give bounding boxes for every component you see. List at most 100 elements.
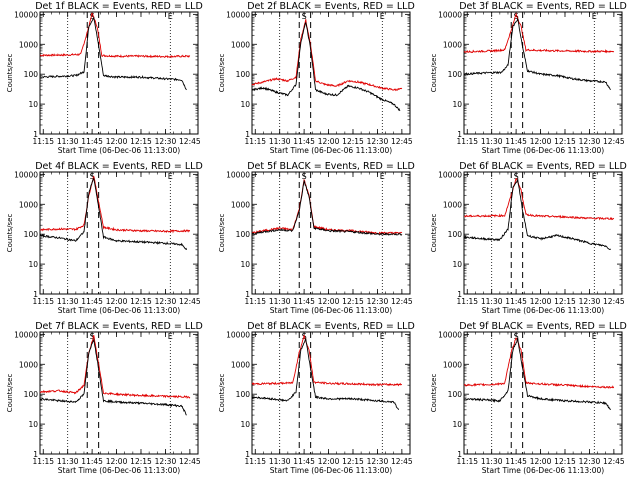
- panel-det-4: Det 4f BLACK = Events, RED = LLD 1 10 100 10…: [6, 161, 203, 315]
- x-axis-label: Start Time (06-Dec-06 11:13:00): [58, 306, 180, 315]
- panel-det-6: Det 6f BLACK = Events, RED = LLD 1 10 100 10…: [430, 161, 627, 315]
- y-axis-label: Counts/sec: [218, 54, 226, 93]
- plot-frame: [463, 331, 623, 455]
- y-tick-label: 1: [33, 130, 38, 139]
- x-tick-label: 11:30: [481, 137, 503, 146]
- x-tick-label: 12:15: [130, 137, 152, 146]
- y-tick-label: 1: [245, 450, 250, 459]
- x-tick-label: 12:00: [318, 297, 340, 306]
- plot-frame: [39, 171, 199, 295]
- x-tick-label: 12:30: [155, 297, 177, 306]
- end-marker: E: [168, 12, 173, 21]
- x-tick-label: 11:30: [57, 137, 79, 146]
- y-tick-label: 100: [448, 230, 463, 239]
- x-tick-label: 11:15: [456, 457, 478, 466]
- y-axis-label: Counts/sec: [430, 374, 438, 413]
- panel-det-3: Det 3f BLACK = Events, RED = LLD 1 10 100 10…: [430, 1, 627, 155]
- x-axis-label: Start Time (06-Dec-06 11:13:00): [270, 146, 392, 155]
- x-tick-label: 12:15: [342, 297, 364, 306]
- end-marker: E: [168, 332, 173, 341]
- end-marker: E: [168, 172, 173, 181]
- x-tick-label: 12:00: [530, 457, 552, 466]
- x-tick-label: 11:45: [505, 137, 527, 146]
- y-tick-label: 1000: [231, 200, 250, 209]
- x-tick-label: 11:15: [244, 297, 266, 306]
- x-axis-label: Start Time (06-Dec-06 11:13:00): [58, 466, 180, 475]
- y-tick-label: 100: [448, 70, 463, 79]
- x-tick-label: 12:00: [530, 137, 552, 146]
- lld-series: [251, 334, 402, 387]
- events-series: [463, 18, 611, 91]
- events-series: [463, 338, 611, 411]
- events-series: [251, 21, 401, 112]
- panel-det-8: Det 8f BLACK = Events, RED = LLD 1 10 100 10…: [218, 321, 415, 475]
- x-tick-label: 11:45: [505, 297, 527, 306]
- panel-det-9: Det 9f BLACK = Events, RED = LLD 1 10 100 10…: [430, 321, 627, 475]
- x-tick-label: 12:30: [579, 137, 601, 146]
- panel-title: Det 7f BLACK = Events, RED = LLD: [35, 321, 203, 332]
- y-tick-label: 100: [236, 70, 251, 79]
- panel-det-2: Det 2f BLACK = Events, RED = LLD 1 10 100 10…: [218, 1, 415, 155]
- events-series: [251, 337, 400, 410]
- y-tick-label: 100: [236, 390, 251, 399]
- y-axis-label: Counts/sec: [430, 214, 438, 253]
- x-axis-label: Start Time (06-Dec-06 11:13:00): [58, 146, 180, 155]
- x-tick-label: 12:30: [367, 457, 389, 466]
- x-tick-label: 12:45: [391, 457, 413, 466]
- y-tick-label: 10000: [14, 170, 38, 179]
- plot-frame: [251, 331, 411, 455]
- y-axis-label: Counts/sec: [6, 54, 14, 93]
- lld-series: [39, 12, 191, 59]
- x-tick-label: 12:15: [342, 457, 364, 466]
- x-tick-label: 11:45: [293, 137, 315, 146]
- x-axis-label: Start Time (06-Dec-06 11:13:00): [482, 306, 604, 315]
- x-tick-label: 12:00: [106, 137, 128, 146]
- x-tick-label: 11:15: [32, 137, 54, 146]
- x-tick-label: 12:15: [130, 457, 152, 466]
- y-tick-label: 10000: [226, 170, 250, 179]
- x-tick-label: 11:15: [32, 297, 54, 306]
- lld-series: [251, 178, 403, 235]
- x-tick-label: 12:45: [603, 137, 625, 146]
- x-tick-label: 12:00: [318, 137, 340, 146]
- x-tick-label: 12:45: [391, 297, 413, 306]
- events-series: [40, 338, 187, 416]
- y-tick-label: 100: [24, 70, 39, 79]
- y-tick-label: 10000: [226, 330, 250, 339]
- end-marker: E: [380, 332, 385, 341]
- plot-frame: [463, 11, 623, 135]
- y-tick-label: 10: [452, 260, 462, 269]
- y-tick-label: 100: [448, 390, 463, 399]
- x-tick-label: 12:30: [155, 137, 177, 146]
- x-tick-label: 12:30: [367, 137, 389, 146]
- y-tick-label: 10: [452, 100, 462, 109]
- x-tick-label: 11:15: [456, 137, 478, 146]
- events-series: [463, 177, 611, 251]
- y-tick-label: 1: [457, 450, 462, 459]
- panel-det-7: Det 7f BLACK = Events, RED = LLD 1 10 100 10…: [6, 321, 203, 475]
- x-tick-label: 12:30: [367, 297, 389, 306]
- x-tick-label: 12:15: [554, 137, 576, 146]
- start-marker: S: [90, 332, 95, 341]
- x-tick-label: 11:45: [505, 457, 527, 466]
- y-tick-label: 1: [245, 290, 250, 299]
- x-axis-label: Start Time (06-Dec-06 11:13:00): [482, 466, 604, 475]
- x-tick-label: 12:45: [391, 137, 413, 146]
- y-tick-label: 1: [457, 130, 462, 139]
- plot-frame: [39, 331, 199, 455]
- panel-det-1: Det 1f BLACK = Events, RED = LLD 1 10 100 10…: [6, 1, 203, 155]
- x-tick-label: 12:45: [603, 457, 625, 466]
- panel-title: Det 9f BLACK = Events, RED = LLD: [459, 321, 627, 332]
- x-tick-label: 11:45: [81, 457, 103, 466]
- y-tick-label: 1000: [443, 200, 462, 209]
- y-tick-label: 10: [28, 420, 38, 429]
- panel-title: Det 5f BLACK = Events, RED = LLD: [247, 161, 415, 172]
- y-tick-label: 1000: [19, 200, 38, 209]
- y-axis-label: Counts/sec: [218, 374, 226, 413]
- start-marker: S: [514, 332, 519, 341]
- x-axis-label: Start Time (06-Dec-06 11:13:00): [482, 146, 604, 155]
- x-tick-label: 12:00: [530, 297, 552, 306]
- y-axis-label: Counts/sec: [6, 374, 14, 413]
- y-tick-label: 1000: [231, 360, 250, 369]
